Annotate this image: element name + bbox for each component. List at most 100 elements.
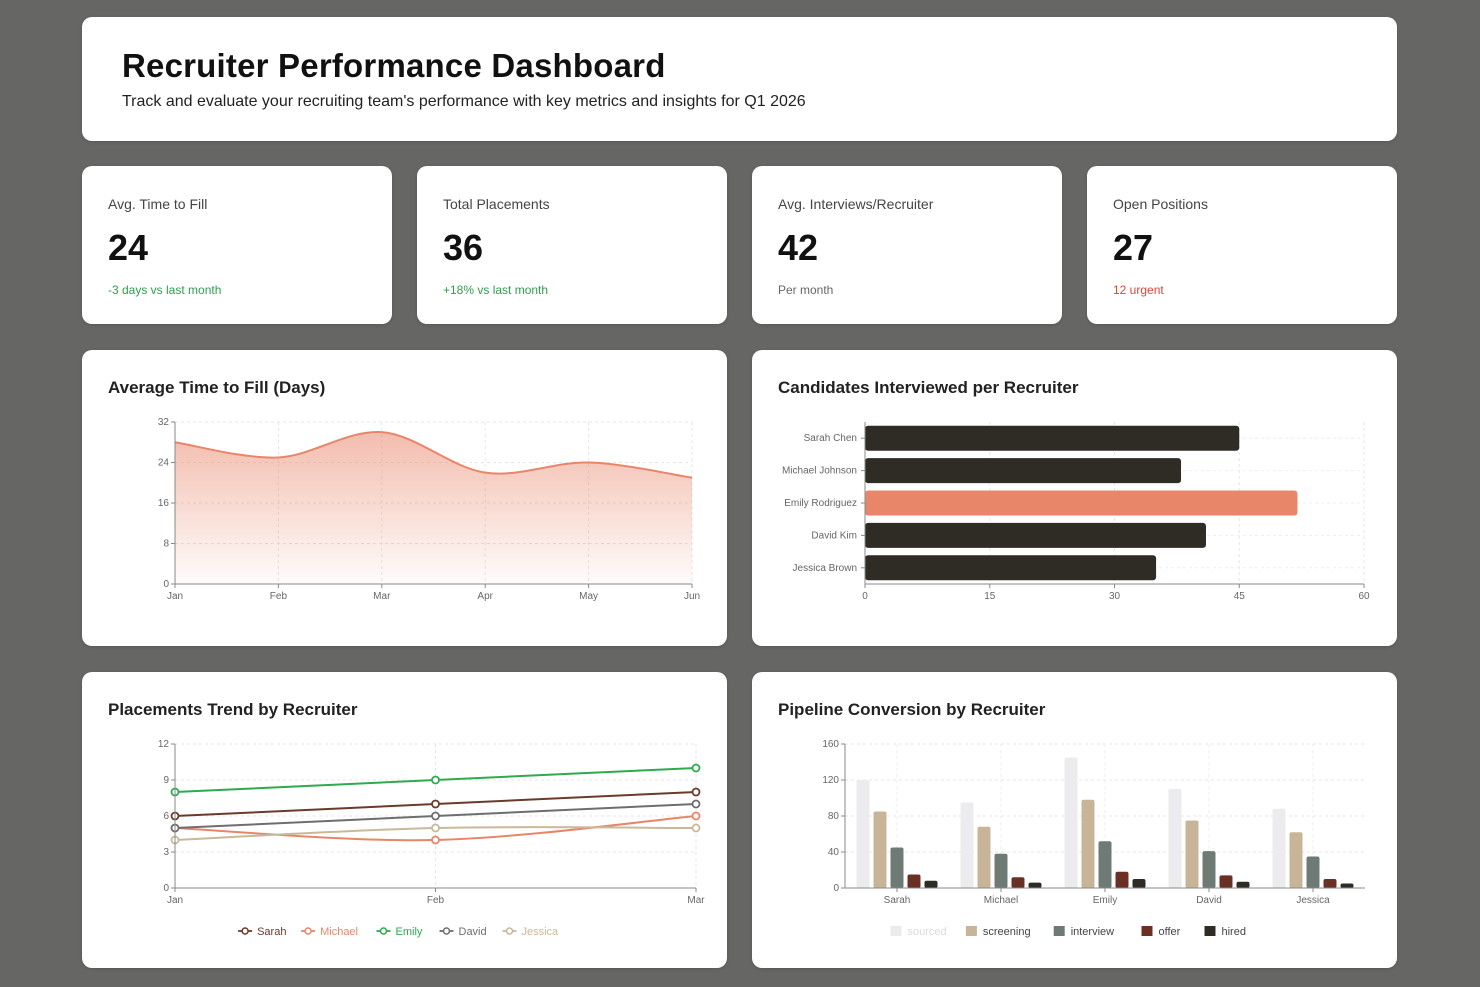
x-tick-label: Michael (984, 895, 1018, 906)
y-tick-label: Michael Johnson (782, 466, 857, 477)
placements-chart: 0 3 6 9 12 Jan Feb Mar Sarah Michael Emily David Jes… (158, 739, 705, 938)
data-point-david (431, 811, 440, 821)
bar-michael-interview (994, 853, 1008, 888)
bar-jessica-hired (1340, 883, 1354, 888)
bar-david-hired (1236, 881, 1250, 888)
y-tick-label: 16 (158, 498, 170, 509)
x-tick-label: 45 (1234, 591, 1246, 602)
kpi-value: 24 (108, 227, 149, 268)
bar-sarah-sourced (856, 780, 870, 888)
chart-title: Placements Trend by Recruiter (108, 700, 358, 719)
kpi-urgent: 12 urgent (1113, 283, 1164, 297)
kpi-card-open-positions: Open Positions 27 12 urgent (1087, 166, 1397, 324)
chart-title: Average Time to Fill (Days) (108, 378, 326, 397)
data-point-michael (691, 811, 701, 821)
bar-michael-screening (977, 826, 991, 888)
legend-label-interview: interview (1071, 926, 1114, 938)
y-tick-label: 40 (828, 847, 840, 858)
y-tick-label: 120 (822, 775, 839, 786)
y-tick-label: 24 (158, 458, 170, 469)
kpi-value: 27 (1113, 227, 1154, 268)
legend-label-michael: Michael (320, 926, 358, 938)
bar-jessica-interview (1306, 856, 1320, 888)
legend-swatch-screening (965, 926, 977, 936)
y-tick-label: 32 (158, 417, 170, 428)
x-tick-label: Mar (373, 591, 391, 602)
x-tick-label: Jan (167, 895, 183, 906)
interviews-panel: Candidates Interviewed per Recruiter 0 15… (752, 350, 1397, 646)
bar-sarah-hired (924, 880, 938, 888)
kpi-card-avg-interviews: Avg. Interviews/Recruiter 42 Per month (752, 166, 1062, 324)
legend-label-emily: Emily (396, 926, 423, 938)
y-tick-label: 8 (163, 539, 169, 550)
pipeline-chart: 0 40 80 120 160 Sarah Michael Emily David Jessica… (822, 739, 1365, 938)
x-tick-label: 15 (984, 591, 996, 602)
bar-jessica-offer (1323, 879, 1337, 888)
kpi-label: Open Positions (1113, 196, 1208, 212)
y-tick-label: 9 (163, 775, 169, 786)
bar-sarah-chen (865, 425, 1240, 451)
legend-label-sarah: Sarah (257, 926, 286, 938)
legend-marker-david (442, 927, 451, 935)
bar-david-interview (1202, 851, 1216, 888)
time-to-fill-panel: Average Time to Fill (Days) 0 8 16 24 32 Jan F… (82, 350, 727, 646)
legend-label-sourced: sourced (908, 926, 947, 938)
legend-label-screening: screening (983, 926, 1031, 938)
legend-label-david: David (459, 926, 487, 938)
bar-sarah-screening (873, 811, 887, 888)
legend-label-jessica: Jessica (522, 926, 560, 938)
data-point-emily (431, 775, 440, 785)
bar-michael-offer (1011, 877, 1025, 888)
chart-title: Candidates Interviewed per Recruiter (778, 378, 1079, 397)
bar-david-sourced (1168, 789, 1182, 888)
x-tick-label: Apr (477, 591, 493, 602)
bar-david-offer (1219, 875, 1233, 888)
y-tick-label: Sarah Chen (804, 433, 857, 444)
y-tick-label: 160 (822, 739, 839, 750)
x-tick-label: 0 (862, 591, 868, 602)
x-tick-label: David (1196, 895, 1222, 906)
kpi-label: Avg. Interviews/Recruiter (778, 196, 934, 212)
kpi-note: Per month (778, 283, 834, 297)
bar-michael-johnson (865, 458, 1182, 484)
bar-sarah-interview (890, 847, 904, 888)
bar-jessica-brown (865, 555, 1157, 581)
data-point-emily (691, 763, 701, 773)
dashboard-header: Recruiter Performance Dashboard Track an… (82, 17, 1397, 141)
interviews-chart: 0 15 30 45 60 Sarah Chen Michael Johnson Emily … (782, 422, 1370, 602)
x-tick-label: Feb (427, 895, 445, 906)
bar-david-kim (865, 522, 1206, 548)
x-tick-label: Feb (270, 591, 288, 602)
area-fill (175, 431, 692, 584)
y-tick-label: 0 (163, 883, 169, 894)
x-tick-label: 30 (1109, 591, 1121, 602)
y-tick-label: 80 (828, 811, 840, 822)
bar-jessica-screening (1289, 832, 1303, 888)
kpi-label: Avg. Time to Fill (108, 196, 208, 212)
data-point-michael (431, 835, 440, 845)
legend-label-offer: offer (1159, 926, 1181, 938)
bar-emily-screening (1081, 799, 1095, 888)
x-tick-label: Jan (167, 591, 183, 602)
legend-swatch-sourced (890, 926, 902, 936)
bar-jessica-sourced (1272, 808, 1286, 888)
y-tick-label: 0 (163, 579, 169, 590)
bar-emily-rodriguez (865, 490, 1298, 516)
bar-emily-sourced (1064, 757, 1078, 888)
x-tick-label: Jessica (1296, 895, 1330, 906)
legend-swatch-hired (1204, 926, 1216, 936)
bar-emily-interview (1098, 841, 1112, 888)
legend-label-hired: hired (1222, 926, 1246, 938)
bar-michael-sourced (960, 802, 974, 888)
x-tick-label: Mar (687, 895, 705, 906)
x-tick-label: 60 (1358, 591, 1370, 602)
legend-swatch-interview (1053, 926, 1065, 936)
bar-emily-offer (1115, 871, 1129, 888)
data-point-sarah (431, 799, 440, 809)
y-tick-label: 0 (833, 883, 839, 894)
y-tick-label: Emily Rodriguez (784, 498, 857, 509)
y-tick-label: Jessica Brown (793, 563, 857, 574)
legend-marker-emily (379, 927, 388, 935)
y-tick-label: 6 (163, 811, 169, 822)
y-tick-label: 3 (163, 847, 169, 858)
